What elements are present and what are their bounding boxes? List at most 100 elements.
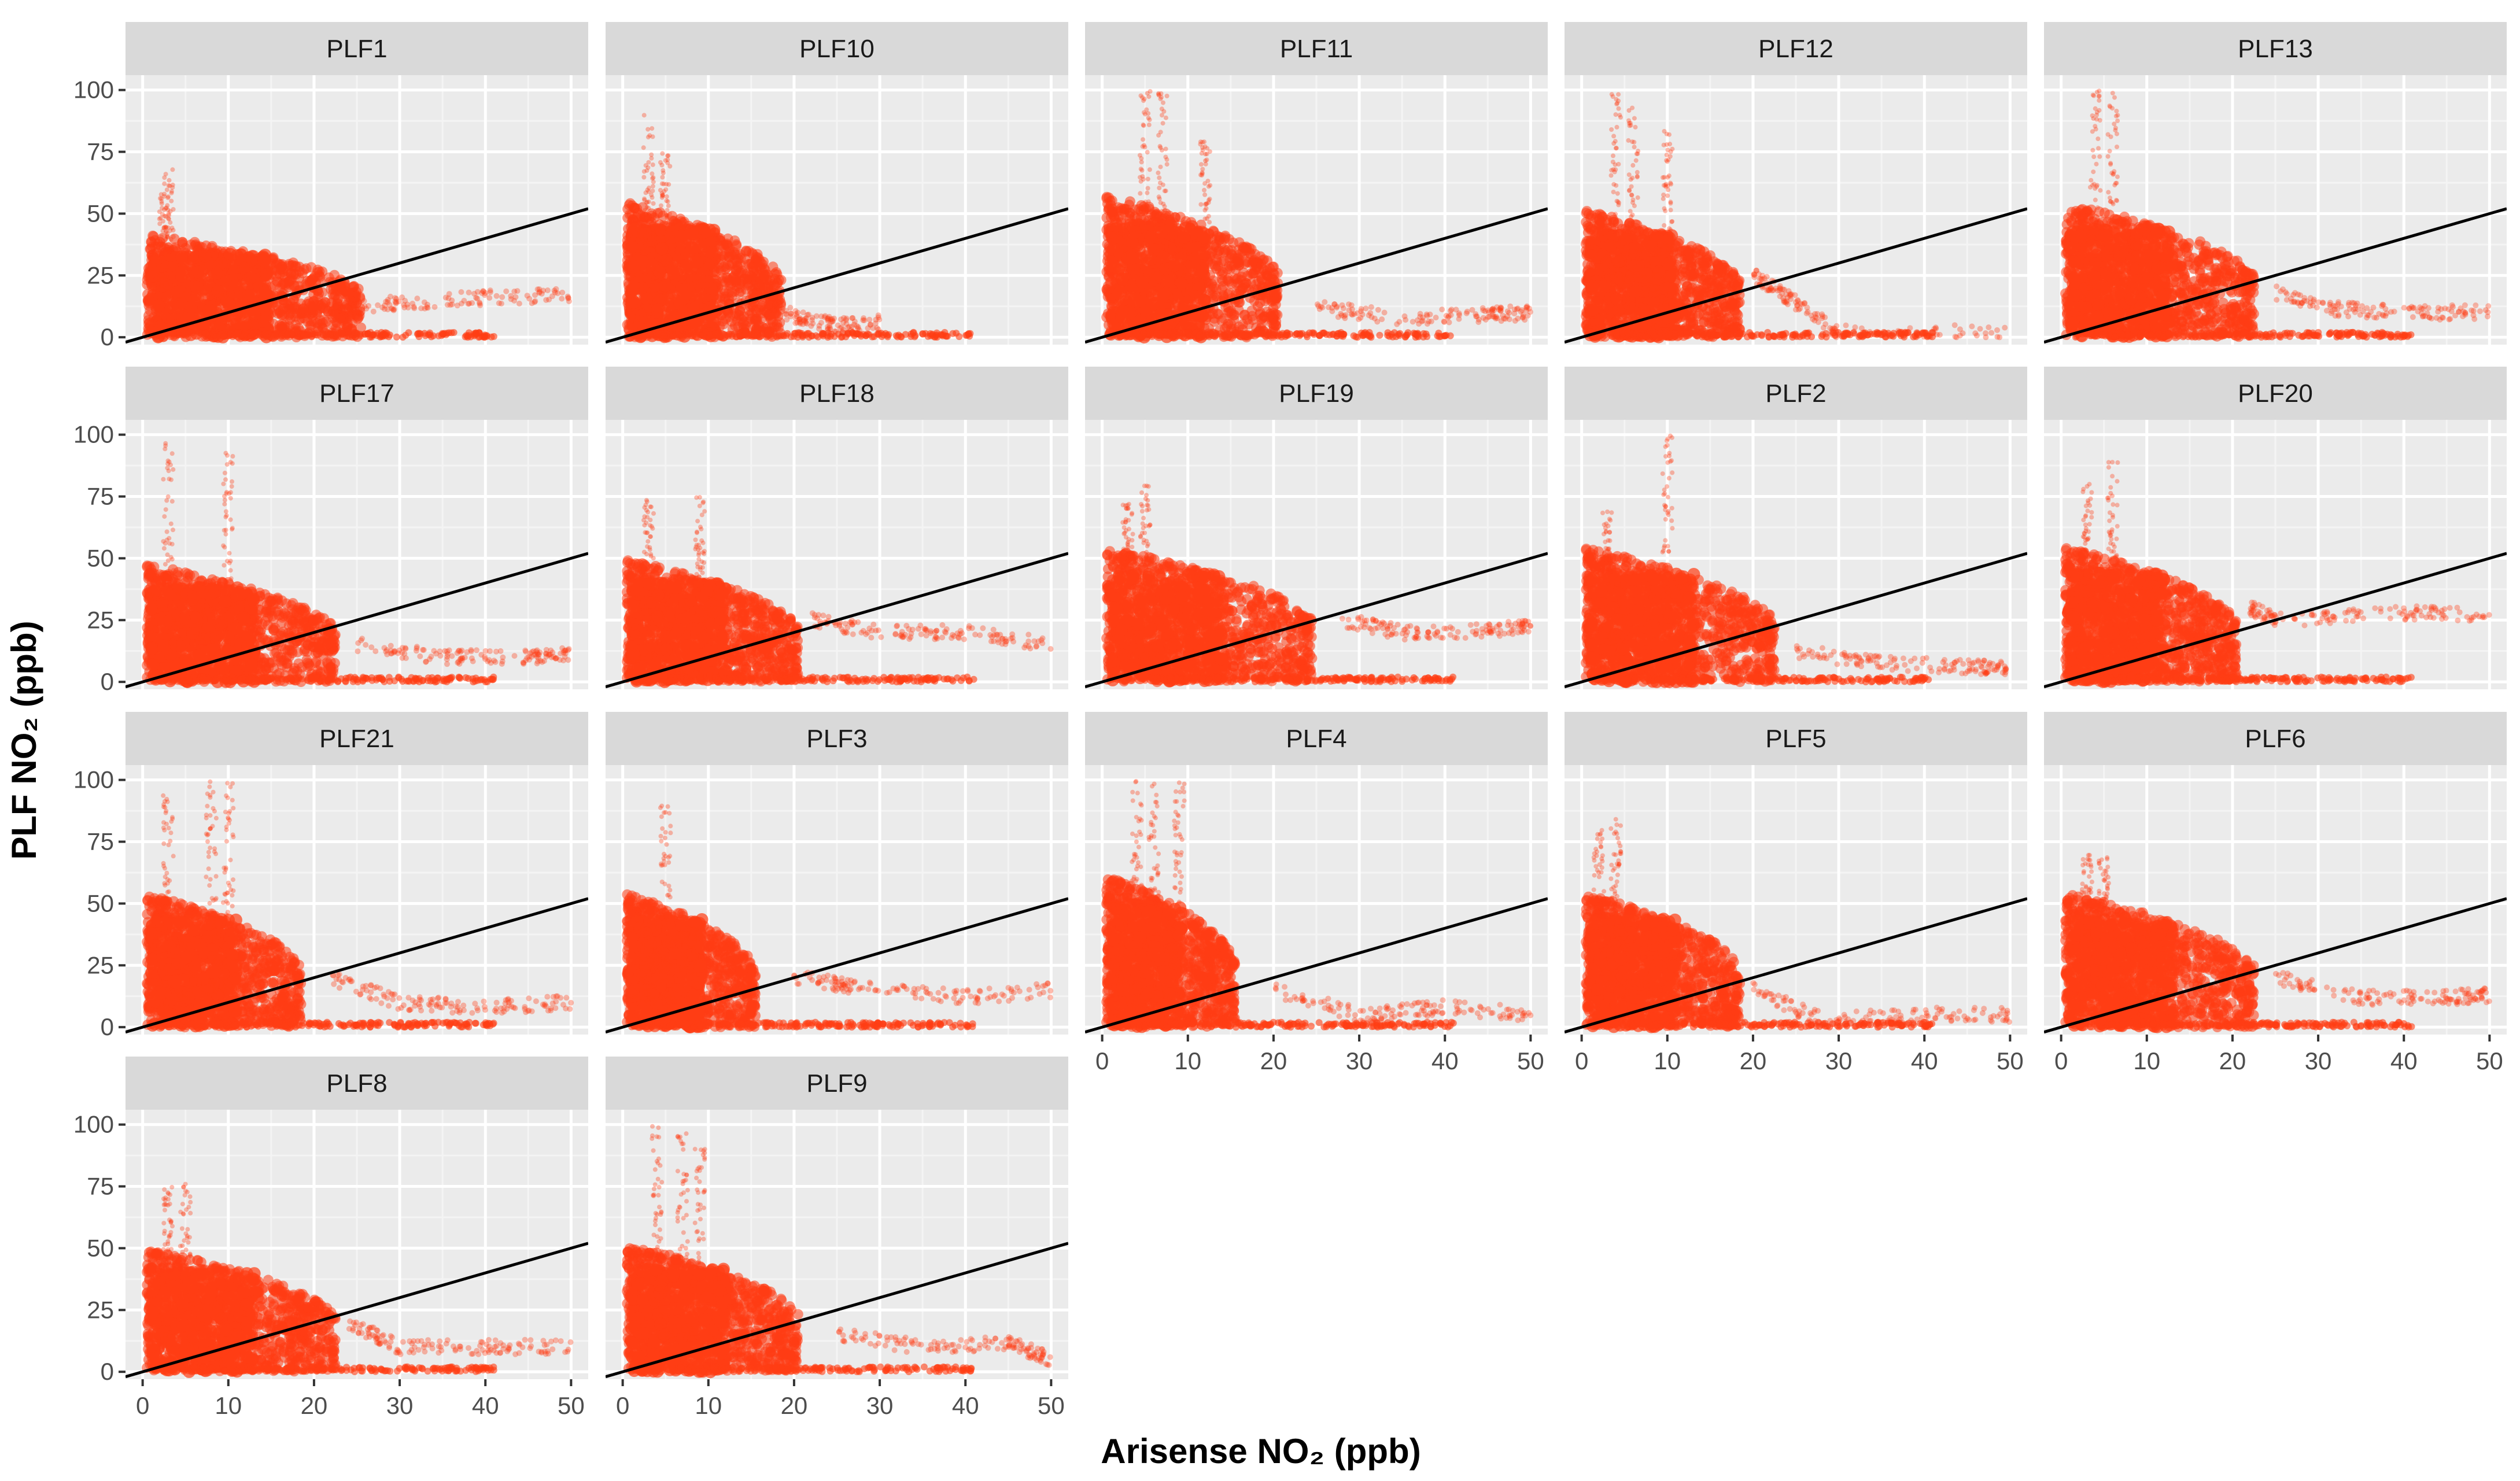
data-point: [167, 249, 172, 254]
data-point: [175, 269, 189, 283]
data-point: [393, 296, 400, 302]
scatter-points: [622, 113, 974, 344]
data-point: [248, 308, 261, 321]
data-point: [828, 319, 835, 325]
data-point: [751, 280, 757, 286]
data-point: [792, 320, 799, 326]
data-point: [902, 331, 909, 338]
y-tick-label: 25: [87, 261, 114, 289]
data-point: [544, 287, 551, 293]
data-point: [860, 317, 866, 323]
data-point: [167, 213, 171, 218]
data-point: [334, 334, 341, 341]
data-point: [257, 254, 271, 268]
data-point: [636, 282, 648, 295]
data-point: [857, 327, 863, 333]
data-point: [651, 175, 656, 180]
data-point: [660, 151, 665, 156]
data-point: [170, 185, 175, 190]
data-point: [735, 259, 746, 269]
data-point: [336, 308, 342, 314]
data-point: [802, 316, 808, 322]
data-point: [258, 286, 271, 299]
data-point: [278, 269, 289, 280]
data-point: [161, 226, 167, 231]
data-point: [1247, 314, 1258, 325]
data-point: [552, 289, 558, 296]
data-point: [425, 305, 431, 311]
data-point: [650, 176, 655, 181]
data-point: [643, 212, 648, 217]
data-point: [477, 300, 482, 306]
data-point: [839, 324, 845, 331]
data-point: [165, 203, 170, 208]
data-point: [168, 220, 173, 225]
data-point: [166, 216, 171, 221]
data-point: [848, 327, 854, 333]
data-point: [161, 242, 167, 247]
data-point: [346, 333, 353, 341]
data-point: [157, 216, 162, 221]
data-point: [907, 330, 915, 338]
data-point: [466, 289, 472, 296]
data-point: [1350, 332, 1357, 339]
data-point: [473, 329, 479, 337]
data-point: [161, 207, 167, 212]
data-point: [313, 331, 321, 339]
data-point: [788, 311, 794, 317]
data-point: [350, 306, 357, 312]
data-point: [165, 225, 171, 230]
data-point: [272, 276, 283, 287]
data-point: [646, 160, 651, 165]
data-point: [750, 284, 756, 290]
data-point: [165, 231, 170, 237]
data-point: [698, 223, 711, 235]
data-point: [649, 156, 654, 161]
data-point: [161, 225, 167, 230]
data-point: [665, 208, 670, 213]
data-point: [477, 302, 484, 309]
data-point: [192, 241, 203, 252]
data-point: [441, 330, 448, 337]
data-point: [546, 297, 552, 302]
data-point: [680, 258, 693, 272]
data-point: [851, 319, 858, 324]
data-point: [818, 313, 825, 320]
data-point: [659, 220, 665, 225]
data-point: [641, 224, 646, 229]
data-point: [165, 195, 171, 200]
data-point: [220, 294, 234, 308]
data-point: [175, 295, 188, 308]
data-point: [414, 330, 421, 338]
data-point: [706, 315, 720, 328]
data-point: [551, 287, 558, 294]
data-point: [233, 330, 240, 337]
data-point: [795, 309, 801, 316]
data-point: [1111, 287, 1124, 300]
data-point: [1161, 275, 1175, 288]
data-point: [425, 301, 430, 308]
facet-panel: PLF11: [1085, 22, 1548, 345]
data-point: [170, 167, 175, 172]
data-point: [632, 254, 644, 267]
data-point: [161, 245, 167, 250]
data-point: [875, 312, 881, 319]
data-point: [827, 324, 833, 331]
data-point: [385, 333, 393, 341]
data-point: [389, 305, 394, 312]
data-point: [306, 275, 317, 286]
data-point: [146, 241, 157, 252]
data-point: [391, 306, 397, 312]
data-point: [637, 227, 650, 239]
data-point: [663, 221, 669, 227]
data-point: [865, 325, 871, 331]
data-point: [223, 248, 237, 261]
data-point: [645, 187, 650, 193]
data-point: [536, 290, 543, 296]
data-point: [381, 306, 388, 312]
data-point: [375, 302, 381, 308]
data-point: [741, 331, 749, 339]
facet-strip: [126, 22, 588, 75]
data-point: [731, 239, 742, 250]
data-point: [756, 264, 767, 275]
